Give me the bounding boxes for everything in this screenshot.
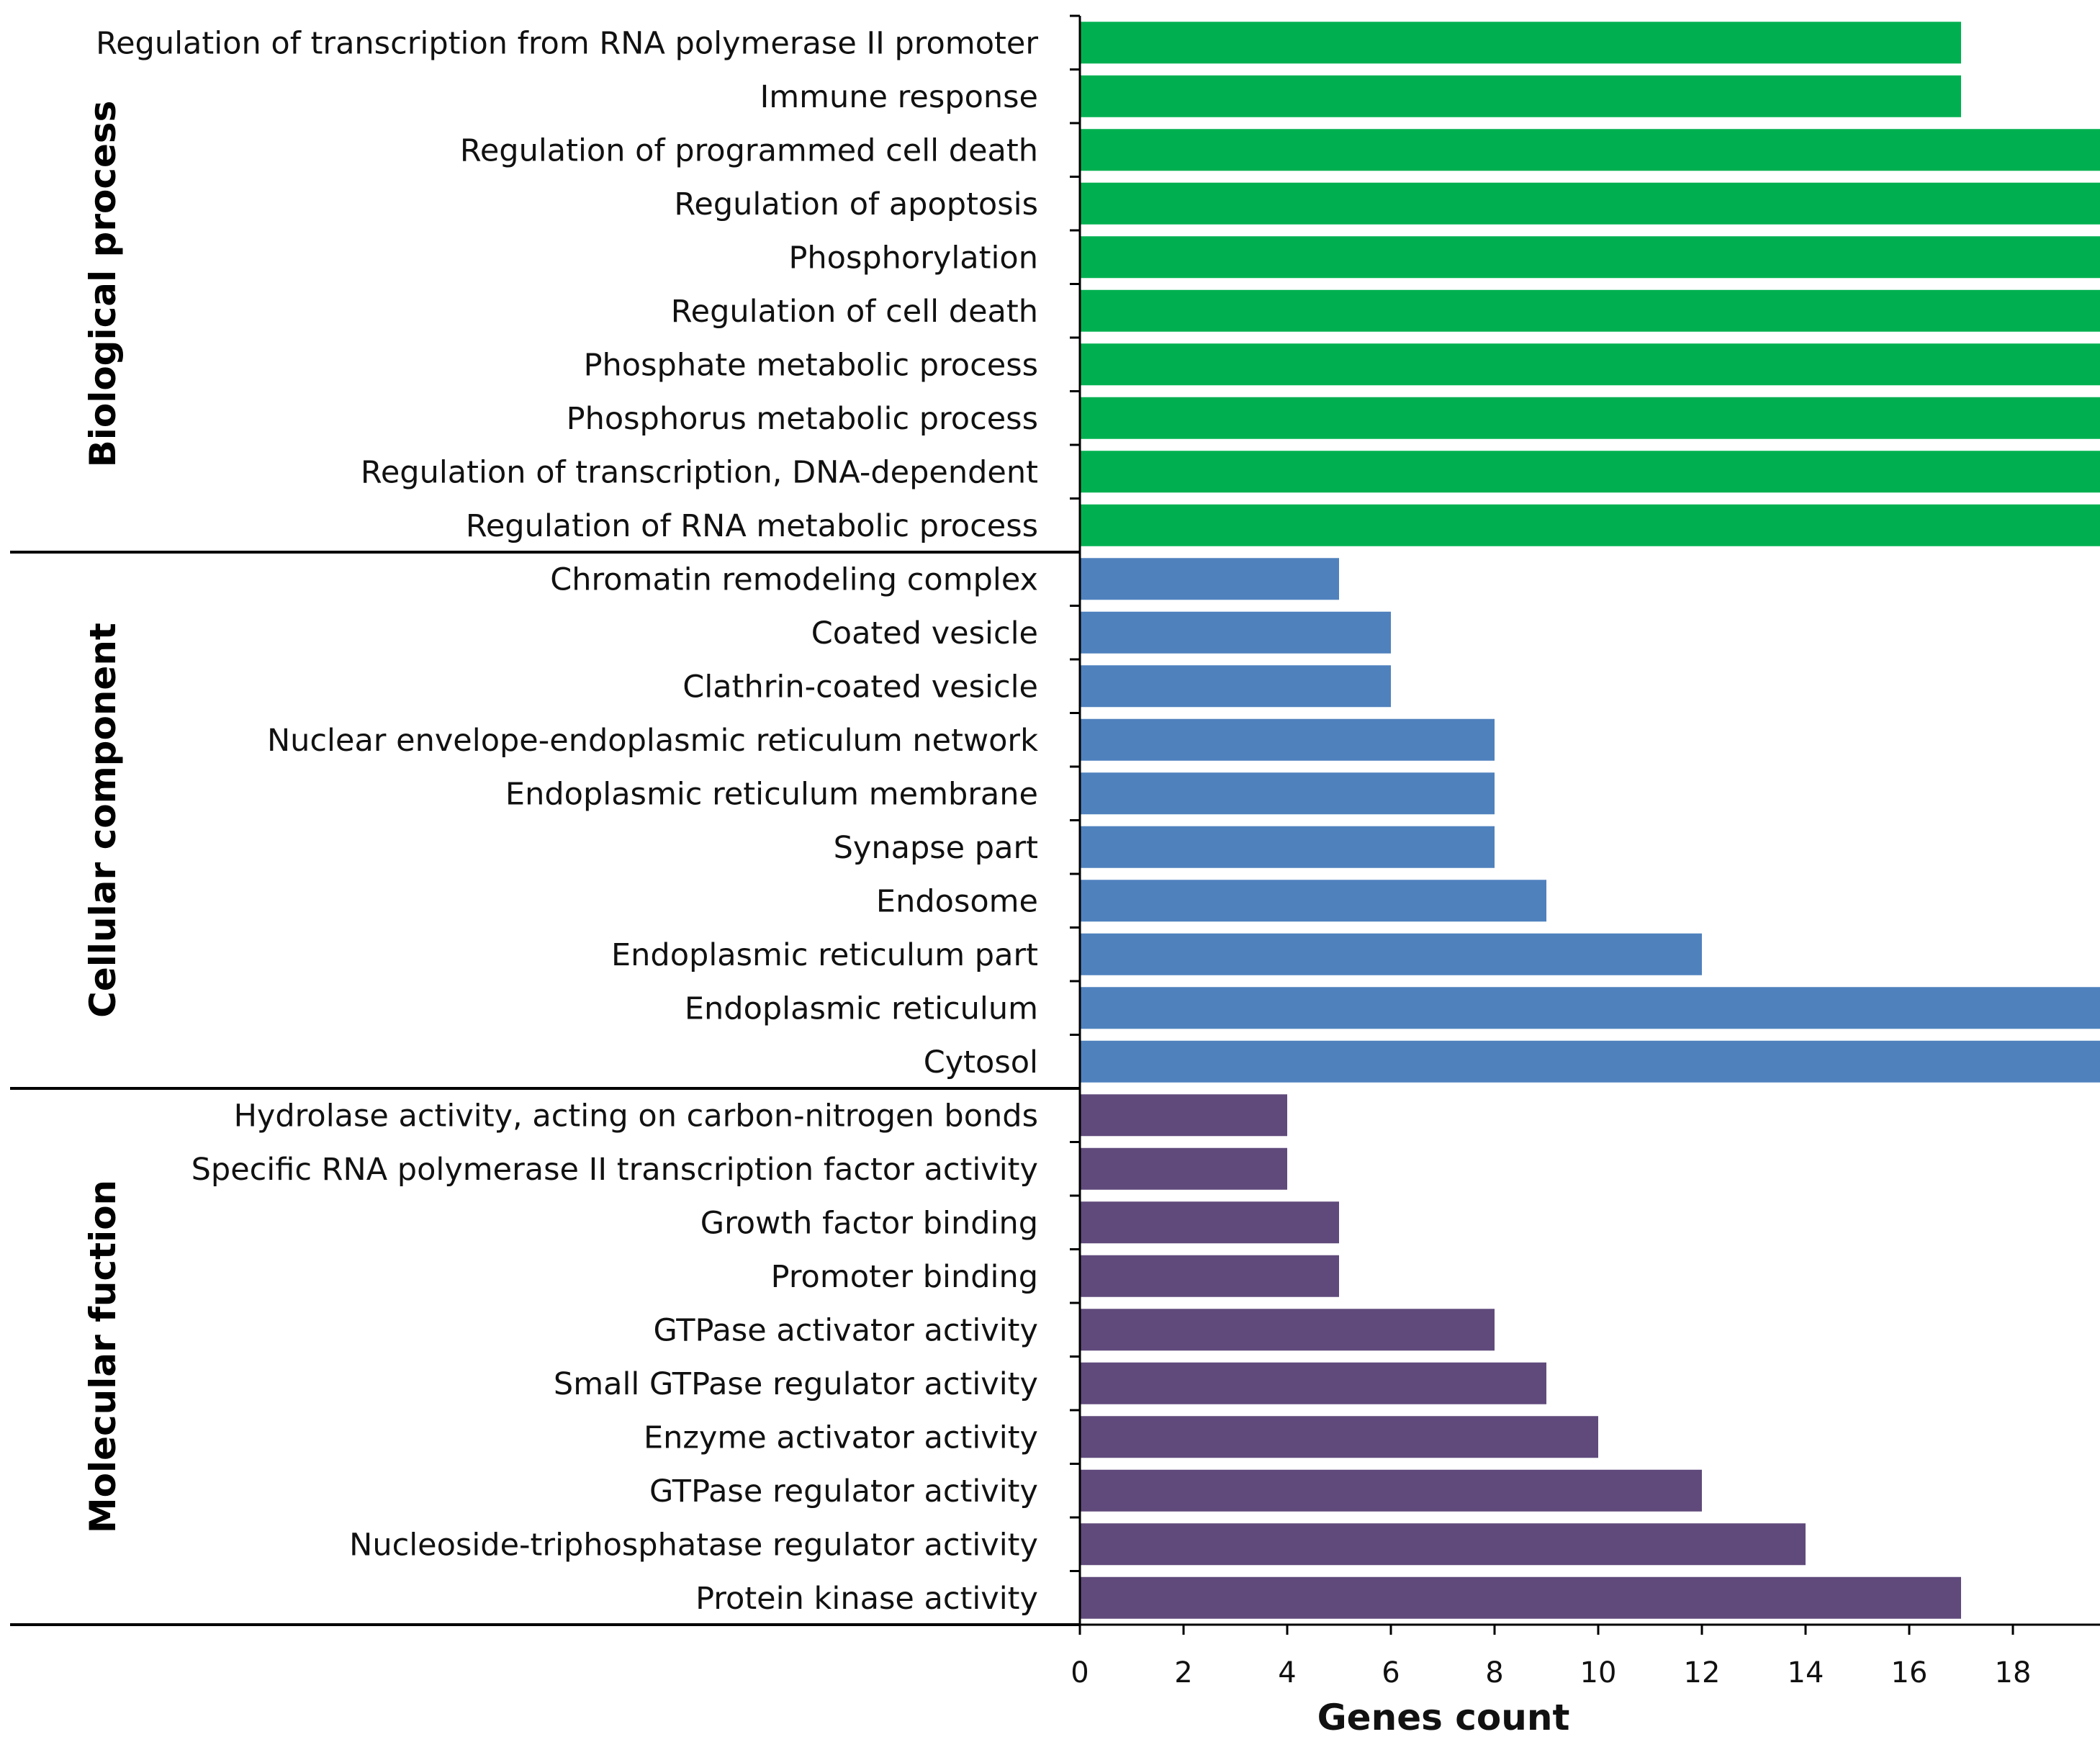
category-label: Regulation of transcription, DNA-depende… (361, 454, 1038, 490)
bar (1080, 343, 2100, 386)
bar (1080, 933, 1702, 975)
category-label: Hydrolase activity, acting on carbon-nit… (234, 1098, 1038, 1134)
category-label: Clathrin-coated vesicle (682, 669, 1038, 705)
category-label: Promoter binding (771, 1259, 1038, 1295)
category-label: GTPase activator activity (653, 1312, 1038, 1348)
bar (1080, 1147, 1287, 1190)
bar (1080, 504, 2100, 546)
category-label: Endoplasmic reticulum membrane (505, 776, 1038, 812)
x-tick-label: 8 (1485, 1656, 1503, 1689)
category-label: Growth factor binding (700, 1205, 1038, 1241)
bar (1080, 1094, 1287, 1137)
bar (1080, 1309, 1495, 1351)
category-label: Phosphorylation (788, 240, 1038, 276)
category-label: Nuclear envelope-endoplasmic reticulum n… (267, 723, 1038, 759)
group-label: Cellular component (82, 623, 124, 1018)
bar (1080, 987, 2100, 1029)
x-tick-label: 20 (2099, 1656, 2100, 1689)
bar (1080, 289, 2100, 332)
category-label: Chromatin remodeling complex (550, 561, 1038, 597)
category-label: Regulation of programmed cell death (460, 132, 1038, 168)
category-label: Protein kinase activity (695, 1581, 1038, 1617)
bar (1080, 1416, 1598, 1458)
x-tick-label: 18 (1995, 1656, 2032, 1689)
x-tick-label: 2 (1174, 1656, 1192, 1689)
category-label: Regulation of apoptosis (674, 186, 1038, 222)
bar (1080, 75, 1961, 117)
category-label: GTPase regulator activity (649, 1474, 1038, 1509)
bar (1080, 129, 2100, 171)
category-label: Small GTPase regulator activity (554, 1366, 1038, 1402)
group-label: Biological process (82, 101, 124, 468)
bar (1080, 665, 1391, 708)
category-label: Endoplasmic reticulum part (611, 937, 1038, 973)
category-label: Specific RNA polymerase II transcription… (191, 1152, 1038, 1188)
category-label: Phosphorus metabolic process (567, 401, 1038, 437)
x-tick-label: 16 (1891, 1656, 1928, 1689)
bar (1080, 718, 1495, 761)
bar (1080, 182, 2100, 225)
category-label: Nucleoside-triphosphatase regulator acti… (349, 1527, 1038, 1563)
bar (1080, 826, 1495, 868)
bar (1080, 451, 2100, 493)
bar (1080, 1040, 2100, 1083)
bar (1080, 1362, 1546, 1404)
category-label: Cytosol (924, 1044, 1038, 1080)
bar (1080, 236, 2100, 279)
bar (1080, 22, 1961, 64)
bar (1080, 397, 2100, 439)
group-label: Molecular fuction (82, 1180, 124, 1533)
x-tick-label: 12 (1684, 1656, 1721, 1689)
x-tick-label: 14 (1788, 1656, 1824, 1689)
category-label: Phosphate metabolic process (584, 347, 1038, 383)
x-tick-label: 4 (1278, 1656, 1296, 1689)
bar (1080, 1576, 1961, 1619)
category-label: Regulation of cell death (671, 294, 1038, 330)
x-tick-label: 0 (1071, 1656, 1089, 1689)
bar (1080, 1469, 1702, 1512)
category-label: Immune response (760, 79, 1038, 115)
bar (1080, 558, 1339, 600)
bar (1080, 1523, 1806, 1566)
bar (1080, 611, 1391, 654)
category-label: Endoplasmic reticulum (685, 990, 1038, 1026)
category-label: Coated vesicle (811, 615, 1038, 651)
bar (1080, 1255, 1339, 1297)
category-label: Synapse part (834, 830, 1038, 866)
category-label: Enzyme activator activity (644, 1420, 1038, 1456)
bar (1080, 880, 1546, 922)
category-label: Endosome (876, 883, 1038, 919)
category-label: Regulation of RNA metabolic process (466, 508, 1038, 544)
x-tick-label: 10 (1580, 1656, 1617, 1689)
bar (1080, 1201, 1339, 1244)
category-label: Regulation of transcription from RNA pol… (96, 25, 1038, 61)
x-tick-label: 6 (1382, 1656, 1400, 1689)
bar (1080, 772, 1495, 815)
x-axis-title: Genes count (1317, 1697, 1570, 1738)
